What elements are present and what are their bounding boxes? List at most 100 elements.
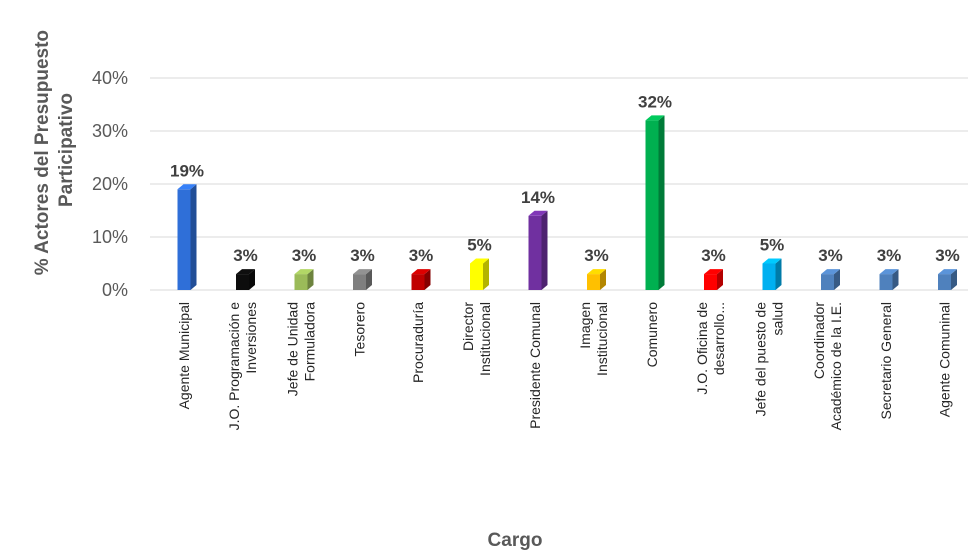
- data-label: 3%: [233, 246, 258, 265]
- y-axis-title-line-2: Participativo: [56, 93, 77, 207]
- data-label: 3%: [409, 246, 434, 265]
- bar-side: [190, 184, 197, 290]
- bar: [645, 115, 665, 291]
- bar: [236, 269, 255, 290]
- category-label: DirectorInstitucional: [460, 302, 493, 376]
- category-label: Tesorero: [352, 302, 368, 357]
- category-label-line: Formuladora: [302, 302, 318, 382]
- bar-side: [775, 258, 782, 290]
- data-label: 5%: [760, 236, 785, 255]
- category-label-line: Director: [460, 302, 476, 351]
- bar-front: [821, 274, 834, 290]
- category-label-line: J.O. Oficina de: [694, 302, 710, 395]
- category-label: Agente Comuninal: [937, 302, 953, 417]
- bar-front: [879, 274, 893, 290]
- category-label: CoordinadorAcadémico de la I.E.: [811, 302, 844, 431]
- bars: [177, 115, 957, 291]
- bar-top: [294, 269, 314, 275]
- category-label-line: J.O. Programación e: [226, 302, 242, 431]
- bar-front: [236, 274, 249, 290]
- bar-side: [600, 269, 606, 290]
- category-label-line: desarrollo...: [711, 302, 727, 375]
- category-label: Jefe del puesto desalud: [753, 302, 786, 417]
- data-label: 32%: [638, 92, 672, 111]
- data-label: 3%: [701, 246, 726, 265]
- bar-top: [645, 115, 665, 121]
- bar-side: [366, 269, 372, 290]
- bar-top: [821, 269, 840, 275]
- bar-top: [528, 210, 548, 216]
- bar-front: [411, 274, 425, 290]
- category-label: ImagenInstitucional: [577, 302, 610, 376]
- bar-side: [834, 269, 840, 290]
- bar-front: [587, 274, 600, 290]
- data-labels: 19% 3% 3% 3% 3% 5% 14% 3% 32% 3% 5% 3% 3% 3%: [170, 92, 960, 265]
- bar-side: [541, 210, 548, 290]
- category-label-line: Académico de la I.E.: [828, 302, 844, 430]
- category-label-line: Agente Comuninal: [937, 302, 953, 417]
- data-label: 3%: [584, 246, 609, 265]
- bar: [528, 210, 548, 290]
- data-label: 14%: [521, 188, 555, 207]
- category-label-line: Coordinador: [811, 302, 827, 379]
- category-label: J.O. Programación eInversiones: [226, 302, 259, 431]
- category-label-line: Agente Municipal: [176, 302, 192, 409]
- bar: [353, 269, 372, 290]
- category-label-line: Institucional: [594, 302, 610, 376]
- data-label: 19%: [170, 161, 204, 180]
- bar: [938, 269, 957, 290]
- y-axis-ticks: 0% 10% 20% 30% 40%: [92, 68, 128, 300]
- bar-front: [762, 263, 776, 290]
- data-label: 3%: [818, 246, 843, 265]
- category-label: Jefe de UnidadFormuladora: [285, 302, 318, 396]
- category-label-line: Procuraduría: [410, 302, 426, 383]
- bar-front: [177, 189, 191, 290]
- category-labels: Agente Municipal J.O. Programación eInver…: [176, 302, 953, 431]
- data-label: 3%: [350, 246, 375, 265]
- gridlines: [150, 77, 968, 291]
- bar-front: [645, 120, 659, 291]
- category-label: J.O. Oficina dedesarrollo...: [694, 302, 727, 395]
- y-tick-label: 0%: [102, 280, 128, 300]
- bar-side: [483, 258, 489, 290]
- bar-front: [470, 263, 483, 290]
- data-label: 3%: [877, 246, 902, 265]
- category-label-line: Jefe del puesto de: [753, 302, 769, 417]
- bar-side: [658, 115, 665, 291]
- category-label-line: Jefe de Unidad: [285, 302, 301, 396]
- bar-top: [236, 269, 255, 275]
- bar-front: [353, 274, 366, 290]
- y-tick-label: 10%: [92, 227, 128, 247]
- data-label: 3%: [935, 246, 960, 265]
- category-label-line: Secretario General: [878, 302, 894, 420]
- bar-top: [938, 269, 957, 275]
- bar: [470, 258, 489, 290]
- bar-side: [717, 269, 723, 290]
- category-label: Procuraduría: [410, 302, 426, 383]
- data-label: 3%: [292, 246, 317, 265]
- bar: [704, 269, 723, 290]
- bar-top: [470, 258, 489, 264]
- bar: [821, 269, 840, 290]
- bar: [411, 269, 431, 290]
- bar-side: [424, 269, 431, 290]
- category-label-line: Imagen: [577, 302, 593, 349]
- y-tick-label: 20%: [92, 174, 128, 194]
- bar-top: [879, 269, 899, 275]
- bar: [587, 269, 606, 290]
- category-label-line: salud: [770, 302, 786, 335]
- bar-front: [528, 215, 542, 290]
- bar-front: [704, 274, 717, 290]
- bar-side: [892, 269, 899, 290]
- category-label-line: Tesorero: [352, 302, 368, 357]
- data-label: 5%: [467, 236, 492, 255]
- bar: [294, 269, 314, 290]
- y-axis-title-line-1: % Actores del Presupuesto: [32, 30, 53, 275]
- bar: [879, 269, 899, 290]
- x-axis-title: Cargo: [488, 530, 543, 551]
- category-label-line: Comunero: [644, 302, 660, 368]
- y-tick-label: 40%: [92, 68, 128, 88]
- y-axis-title: % Actores del Presupuesto Participativo: [32, 25, 77, 276]
- y-tick-label: 30%: [92, 121, 128, 141]
